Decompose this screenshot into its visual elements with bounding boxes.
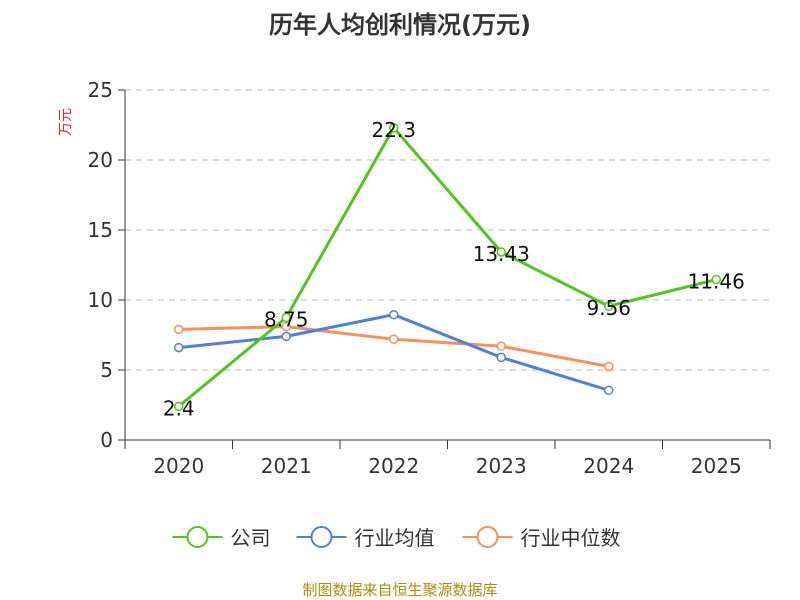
data-labels: 2.4 8.75 22.3 13.43 9.56 11.46 — [163, 118, 745, 421]
y-tick-label: 25 — [88, 78, 113, 102]
data-point — [389, 123, 399, 133]
data-point — [496, 341, 506, 351]
legend-marker-icon — [476, 526, 499, 548]
data-label: 2.4 — [163, 396, 195, 420]
legend-item-0[interactable]: 公司 — [172, 526, 271, 550]
data-label: 8.75 — [264, 308, 309, 332]
data-label: 22.3 — [371, 118, 416, 142]
data-point — [174, 342, 184, 353]
legend-label: 公司 — [231, 526, 271, 550]
data-point — [604, 361, 614, 372]
y-tick-label: 5 — [100, 358, 113, 382]
data-point — [174, 401, 184, 412]
data-point — [281, 321, 291, 332]
data-label: 9.56 — [586, 296, 631, 320]
y-tick-label: 10 — [88, 288, 113, 312]
legend-label: 行业中位数 — [521, 526, 621, 550]
data-point — [496, 247, 506, 257]
data-point — [174, 324, 184, 335]
data-point — [281, 331, 291, 342]
data-label: 11.46 — [688, 270, 745, 294]
x-tick-label: 2022 — [368, 454, 419, 478]
series-group — [174, 123, 721, 412]
data-point — [604, 385, 614, 396]
data-point — [711, 274, 721, 285]
data-point — [281, 312, 291, 323]
legend[interactable]: 公司 行业均值 行业中位数 — [172, 526, 621, 550]
x-tick-label: 2021 — [261, 454, 312, 478]
grid-lines — [125, 89, 770, 371]
data-point — [604, 301, 614, 311]
y-tick-label: 15 — [88, 218, 113, 242]
series-line-2 — [178, 325, 610, 368]
x-tick-label: 2023 — [476, 454, 527, 478]
y-axis-label: 万元 — [58, 108, 74, 136]
legend-item-2[interactable]: 行业中位数 — [462, 526, 621, 550]
data-point — [389, 334, 399, 344]
data-point — [389, 309, 399, 320]
x-tick-label: 2020 — [153, 454, 204, 478]
series-line-0 — [177, 126, 717, 408]
legend-label: 行业均值 — [355, 526, 435, 550]
source-note: 制图数据来自恒生聚源数据库 — [302, 581, 497, 599]
data-label: 13.43 — [473, 242, 530, 266]
legend-marker-icon — [310, 526, 333, 548]
x-tick-label: 2025 — [691, 454, 742, 478]
legend-item-1[interactable]: 行业均值 — [296, 526, 435, 550]
legend-marker-icon — [186, 526, 209, 548]
data-point — [496, 352, 506, 363]
chart-title: 历年人均创利情况(万元) — [269, 11, 531, 39]
x-tick-label: 2024 — [583, 454, 634, 478]
y-tick-label: 20 — [88, 148, 113, 172]
y-tick-label: 0 — [100, 428, 113, 452]
